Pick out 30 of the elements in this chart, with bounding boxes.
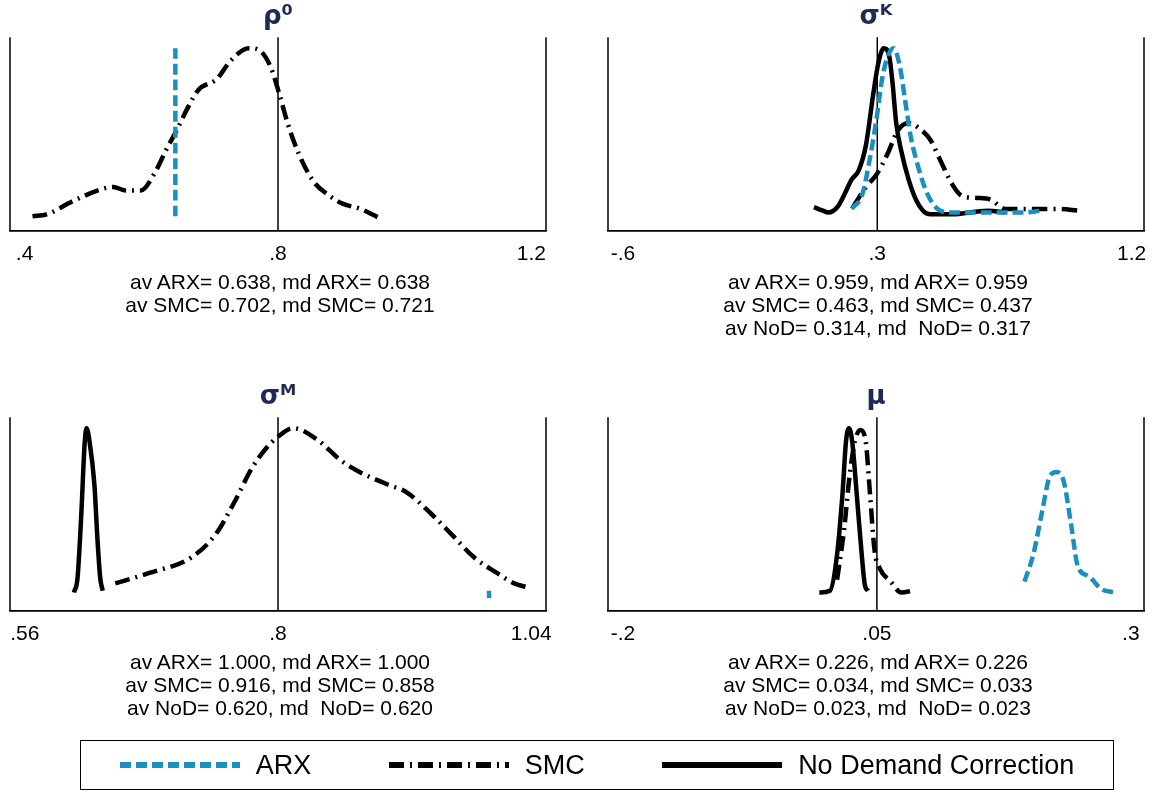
text: av ARX= 1.000, md ARX= 1.000: [129, 650, 431, 673]
x-tick-label: -.6: [610, 241, 636, 265]
x-tick-label: .4: [15, 241, 34, 265]
text: av SMC= 0.916, md SMC= 0.858: [124, 673, 436, 696]
x-tick-label: .3: [1122, 621, 1140, 645]
chart-title: σᴹ: [259, 380, 297, 411]
legend-label: ARX: [255, 749, 312, 781]
chart-title: ρ⁰: [263, 0, 293, 31]
x-tick-label: 1.04: [510, 621, 552, 645]
text: av SMC= 0.034, md SMC= 0.033: [722, 673, 1034, 696]
x-tick-label: .56: [10, 621, 40, 645]
x-tick-label: 1.2: [516, 241, 547, 265]
text: av ARX= 0.959, md ARX= 0.959: [727, 270, 1029, 293]
text: av SMC= 0.702, md SMC= 0.721: [124, 293, 436, 316]
x-tick-label: .3: [868, 241, 887, 265]
text: av ARX= 0.226, md ARX= 0.226: [727, 650, 1029, 673]
legend-label: No Demand Correction: [798, 749, 1075, 781]
chart-title: μ: [866, 380, 886, 411]
x-tick-label: .8: [269, 241, 287, 265]
text: av NoD= 0.620, md NoD= 0.620: [126, 696, 434, 719]
x-tick-label: 1.2: [1116, 241, 1147, 265]
x-tick-label: .8: [269, 621, 287, 645]
text: av ARX= 0.638, md ARX= 0.638: [129, 270, 431, 293]
x-tick-label: .05: [862, 621, 892, 645]
x-tick-label: -.2: [610, 621, 636, 645]
text: av SMC= 0.463, md SMC= 0.437: [722, 293, 1034, 316]
chart-title: σᴷ: [859, 0, 894, 31]
text: av NoD= 0.023, md NoD= 0.023: [724, 696, 1032, 719]
text: av NoD= 0.314, md NoD= 0.317: [724, 316, 1032, 339]
legend-label: SMC: [524, 749, 585, 781]
